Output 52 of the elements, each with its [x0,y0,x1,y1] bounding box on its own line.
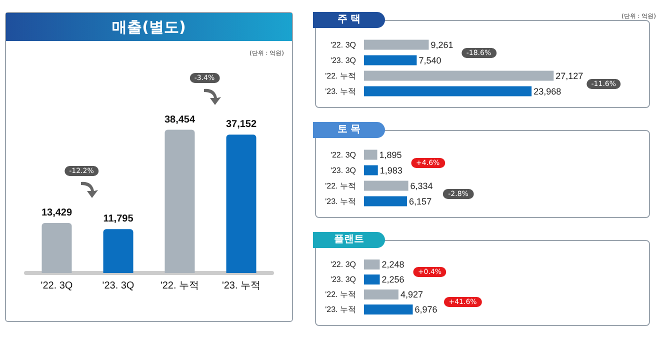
bar [364,304,413,314]
x-tick-label: '22. 3Q [40,280,73,292]
bar [364,40,429,50]
chart-title: 매출(별도) [6,13,292,41]
bar [364,165,378,176]
data-label: 6,157 [409,196,432,206]
data-label: 2,248 [382,260,404,270]
y-tick-label: '23. 3Q [330,56,356,65]
data-label: 7,540 [418,55,442,66]
bar [42,222,72,273]
bar [364,290,398,300]
data-label: 9,261 [430,40,454,50]
bar [364,150,378,160]
y-tick-label: '22. 3Q [330,150,356,160]
bar [364,70,554,81]
data-label: 1,895 [379,150,402,160]
bar [364,260,380,270]
y-tick-label: '22. 누적 [325,290,356,299]
bar [364,196,408,206]
y-tick-label: '22. 3Q [330,40,356,50]
data-label: 6,976 [414,304,438,314]
data-label: 4,927 [400,290,423,300]
y-tick-label: '22. 3Q [330,260,356,269]
x-tick-label: '23. 3Q [102,280,134,292]
bar [364,274,380,284]
data-label: 37,152 [226,119,257,130]
bar [103,229,134,273]
chart-title: 토 목 [313,122,385,138]
bar [364,55,417,66]
chart-title: 주 택 [313,12,385,28]
chart-title: 플랜트 [313,232,385,248]
y-tick-label: '23. 3Q [330,275,356,284]
data-label: 1,983 [380,165,402,176]
y-tick-label: '22. 누적 [325,71,356,80]
x-tick-label: '22. 누적 [160,280,200,292]
bar [364,180,408,191]
bar [364,86,532,96]
data-label: 2,256 [382,274,404,284]
bar [164,130,195,273]
x-tick-label: '23. 누적 [222,280,261,292]
y-tick-label: '23. 누적 [325,86,356,96]
bar [226,134,256,273]
y-tick-label: '23. 누적 [325,305,356,314]
data-label: 6,334 [410,180,433,191]
data-label: 38,454 [164,114,196,126]
y-tick-label: '22. 누적 [325,181,356,190]
data-label: 23,968 [534,86,562,96]
data-label: 13,429 [41,207,72,218]
y-tick-label: '23. 3Q [330,166,356,175]
data-label: 27,127 [556,70,584,81]
data-label: 11,795 [103,214,134,225]
y-tick-label: '23. 누적 [325,196,356,206]
